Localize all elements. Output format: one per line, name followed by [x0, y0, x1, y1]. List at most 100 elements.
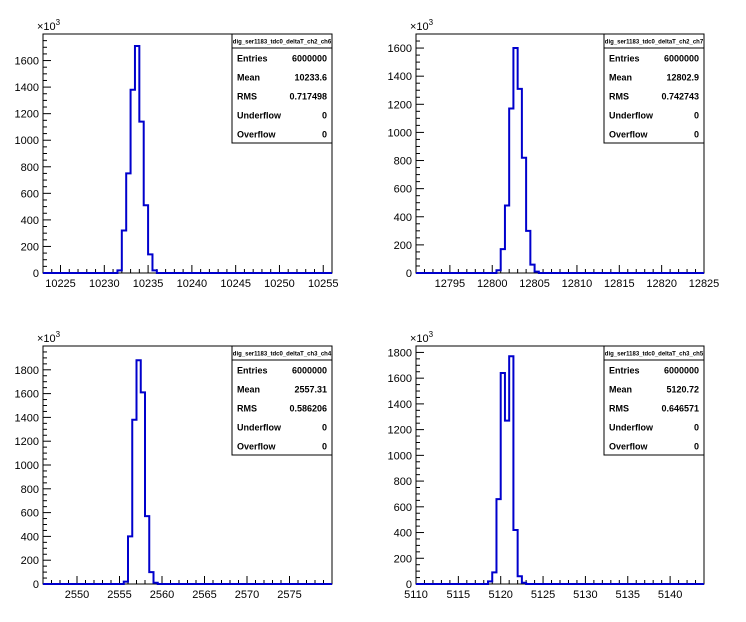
stats-label: Mean: [609, 385, 632, 395]
x-tick-label: 2575: [277, 589, 301, 601]
y-multiplier-base: ×10: [37, 21, 56, 33]
histogram-bin: [488, 581, 492, 584]
stats-label: RMS: [237, 92, 257, 102]
x-tick-label: 10225: [45, 278, 76, 290]
y-tick-label: 1000: [15, 135, 39, 147]
histogram-bin: [535, 272, 539, 273]
histogram-bin: [152, 270, 156, 273]
y-tick-label: 200: [21, 241, 39, 253]
stats-label: Overflow: [237, 130, 277, 140]
y-tick-label: 800: [21, 484, 39, 496]
histogram-bin: [149, 572, 153, 584]
histogram-bin: [139, 122, 143, 273]
stats-box-frame: [231, 33, 333, 144]
y-multiplier-exponent: 3: [429, 18, 434, 27]
y-tick-label: 400: [394, 528, 412, 540]
stats-label: Underflow: [609, 111, 654, 121]
histogram-bin: [124, 582, 128, 584]
y-axis-multiplier: ×103: [410, 330, 434, 345]
y-tick-label: 1000: [388, 450, 412, 462]
y-tick-label: 800: [394, 156, 412, 168]
x-tick-label: 5140: [658, 589, 682, 601]
y-tick-label: 1400: [388, 71, 412, 83]
stats-value: 12802.9: [666, 73, 699, 83]
y-tick-label: 1600: [15, 389, 39, 401]
stats-value: 0: [322, 111, 327, 121]
y-tick-label: 1600: [388, 373, 412, 385]
histogram-bin: [135, 46, 139, 273]
x-tick-label: 12820: [646, 278, 677, 290]
y-tick-label: 0: [33, 268, 39, 280]
histogram-panel-2: 0 200 400 600 800 1000 1200 1400 1600 ×103 12795 12…: [388, 18, 720, 290]
y-tick-label: 800: [21, 162, 39, 174]
x-tick-label: 5110: [404, 589, 428, 601]
y-tick-label: 1200: [15, 436, 39, 448]
y-tick-label: 1400: [388, 399, 412, 411]
histogram-bin: [131, 90, 135, 273]
x-tick-label: 10250: [264, 278, 295, 290]
stats-box: dig_ser1183_tdc0_deltaT_ch3_ch5 Entries 60…: [603, 345, 705, 456]
stats-value: 0.742743: [661, 92, 699, 102]
histogram-bin: [522, 583, 526, 584]
histogram-bin: [137, 360, 141, 584]
y-tick-label: 200: [394, 240, 412, 252]
x-tick-label: 12795: [435, 278, 466, 290]
histogram-bin: [530, 265, 534, 273]
x-tick-label: 10230: [89, 278, 120, 290]
stats-value: 0: [694, 442, 699, 452]
stats-box-frame: [603, 345, 705, 456]
x-tick-label: 2550: [65, 589, 89, 601]
stats-value: 6000000: [664, 54, 699, 64]
x-tick-label: 5125: [531, 589, 555, 601]
histogram-bin: [126, 173, 130, 273]
y-tick-label: 1000: [15, 460, 39, 472]
histogram-bin: [505, 206, 509, 273]
y-tick-label: 200: [394, 553, 412, 565]
x-tick-label: 10235: [133, 278, 164, 290]
histogram-line: [43, 359, 332, 585]
histogram-line: [416, 355, 704, 585]
y-tick-label: 1000: [388, 127, 412, 139]
y-multiplier-base: ×10: [37, 333, 56, 345]
histogram-bin: [509, 356, 513, 584]
x-tick-label: 10245: [220, 278, 251, 290]
histogram-bin: [128, 536, 132, 584]
y-tick-label: 1600: [15, 56, 39, 68]
y-tick-label: 600: [394, 502, 412, 514]
x-tick-label: 10240: [177, 278, 208, 290]
stats-value: 5120.72: [666, 385, 699, 395]
y-tick-label: 400: [21, 215, 39, 227]
stats-label: Mean: [609, 73, 632, 83]
y-tick-label: 600: [394, 184, 412, 196]
histogram-bin: [509, 109, 513, 273]
histogram-bin: [154, 583, 158, 584]
y-multiplier-base: ×10: [410, 21, 429, 33]
y-axis-multiplier: ×103: [37, 18, 61, 33]
stats-value: 2557.31: [294, 385, 327, 395]
x-tick-label: 2570: [235, 589, 259, 601]
histogram-line: [416, 47, 704, 274]
histogram-bin: [496, 499, 500, 584]
histogram-bin: [518, 89, 522, 273]
x-tick-label: 2555: [107, 589, 131, 601]
x-tick-label: 5115: [447, 589, 471, 601]
x-tick-label: 12810: [562, 278, 593, 290]
y-axis-multiplier: ×103: [410, 18, 434, 33]
stats-box: dig_ser1183_tdc0_deltaT_ch2_ch6 Entries 60…: [231, 33, 333, 144]
stats-label: Entries: [237, 54, 268, 64]
stats-value: 0.717498: [289, 92, 327, 102]
histogram-bin: [492, 572, 496, 584]
stats-box: dig_ser1183_tdc0_deltaT_ch3_ch4 Entries 60…: [231, 345, 333, 456]
y-tick-label: 800: [394, 476, 412, 488]
histogram-bin: [513, 530, 517, 584]
y-tick-label: 1200: [388, 99, 412, 111]
y-multiplier-exponent: 3: [429, 330, 434, 339]
y-tick-label: 0: [406, 579, 412, 591]
stats-box-title: dig_ser1183_tdc0_deltaT_ch2_ch7: [605, 40, 704, 46]
stats-label: Underflow: [237, 111, 282, 121]
y-tick-label: 400: [21, 531, 39, 543]
stats-box-title: dig_ser1183_tdc0_deltaT_ch3_ch5: [605, 352, 704, 358]
stats-value: 6000000: [292, 366, 327, 376]
histogram-bin: [505, 421, 509, 584]
stats-value: 0: [322, 130, 327, 140]
